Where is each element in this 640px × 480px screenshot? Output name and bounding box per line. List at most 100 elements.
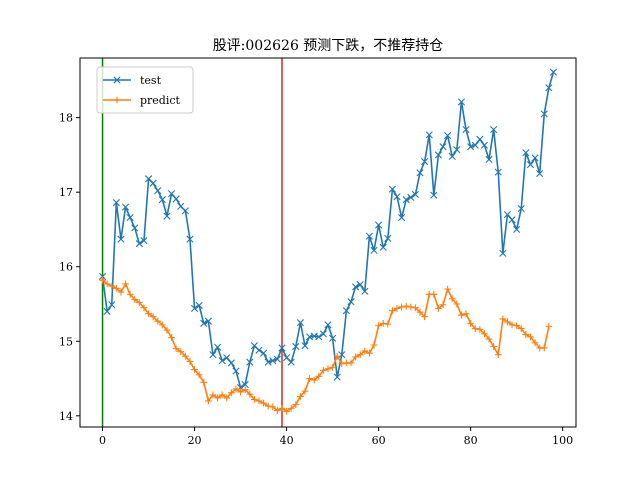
point-predict-70 <box>421 313 429 321</box>
point-predict-62 <box>384 320 392 328</box>
point-predict-25 <box>214 394 221 402</box>
point-test-48 <box>319 330 327 338</box>
point-test-35 <box>259 349 268 357</box>
point-predict-34 <box>255 397 263 405</box>
legend-box <box>96 66 194 114</box>
point-test-80 <box>467 143 475 151</box>
point-test-26 <box>218 357 226 365</box>
point-test-91 <box>517 204 525 213</box>
point-predict-44 <box>301 387 309 395</box>
point-predict-81 <box>471 325 479 332</box>
point-test-31 <box>241 380 249 389</box>
point-test-60 <box>375 221 383 229</box>
point-test-97 <box>545 84 553 92</box>
point-test-28 <box>227 359 235 367</box>
y-tick-label-17: 17 <box>59 186 73 199</box>
x-tick-label-0: 0 <box>99 434 106 447</box>
point-test-19 <box>186 235 194 243</box>
point-test-72 <box>430 191 438 199</box>
point-test-89 <box>508 216 516 224</box>
point-test-8 <box>135 240 143 248</box>
legend-marker-test <box>113 76 121 84</box>
point-predict-72 <box>430 290 438 298</box>
point-test-79 <box>462 125 470 134</box>
point-predict-68 <box>412 304 419 312</box>
point-test-92 <box>522 149 530 157</box>
point-predict-96 <box>540 344 548 352</box>
point-predict-37 <box>269 403 277 411</box>
point-test-44 <box>301 342 309 350</box>
y-tick-label-18: 18 <box>59 112 73 125</box>
point-test-70 <box>421 158 429 166</box>
x-axis: 0 20 40 60 80 100 <box>99 427 573 447</box>
point-predict-45 <box>306 375 313 382</box>
series-markers-test <box>98 68 558 392</box>
point-test-57 <box>361 287 369 295</box>
point-predict-64 <box>393 305 401 312</box>
y-tick-label-14: 14 <box>59 410 73 423</box>
point-predict-69 <box>416 308 424 316</box>
point-test-96 <box>540 110 548 118</box>
point-test-41 <box>287 358 295 366</box>
point-predict-82 <box>476 325 484 333</box>
point-predict-49 <box>324 365 332 373</box>
point-predict-2 <box>108 282 116 290</box>
point-predict-65 <box>398 303 406 311</box>
point-predict-17 <box>177 348 185 356</box>
point-predict-42 <box>292 401 300 409</box>
point-predict-16 <box>172 345 180 353</box>
point-test-98 <box>549 68 558 76</box>
point-test-22 <box>200 319 208 327</box>
point-predict-41 <box>287 404 295 412</box>
point-test-51 <box>333 373 341 381</box>
point-predict-3 <box>112 284 120 292</box>
point-test-42 <box>292 342 300 351</box>
point-predict-93 <box>527 333 534 341</box>
point-predict-56 <box>356 351 364 359</box>
point-test-93 <box>526 161 535 169</box>
point-test-61 <box>379 243 387 251</box>
point-predict-27 <box>223 394 231 402</box>
point-test-5 <box>121 203 130 211</box>
point-test-9 <box>140 237 148 245</box>
point-test-20 <box>190 304 199 313</box>
point-test-3 <box>112 199 120 207</box>
point-test-78 <box>457 98 466 106</box>
point-predict-31 <box>241 386 249 394</box>
point-test-64 <box>393 193 401 201</box>
x-tick-label-40: 40 <box>280 434 294 447</box>
series-markers-predict <box>99 276 553 415</box>
point-predict-52 <box>338 360 346 368</box>
point-predict-80 <box>467 319 475 327</box>
point-predict-20 <box>191 366 198 373</box>
point-test-71 <box>425 131 433 139</box>
x-tick-label-100: 100 <box>552 434 573 447</box>
point-predict-24 <box>209 391 217 399</box>
point-test-29 <box>232 367 240 375</box>
point-test-75 <box>444 131 452 140</box>
point-predict-30 <box>237 388 244 396</box>
point-predict-91 <box>517 325 525 332</box>
point-test-18 <box>181 207 189 215</box>
point-test-87 <box>499 249 507 257</box>
legend-label-predict: predict <box>140 94 181 107</box>
point-predict-66 <box>402 302 410 310</box>
point-test-82 <box>476 135 484 143</box>
point-predict-12 <box>154 317 162 325</box>
point-test-47 <box>315 333 323 341</box>
point-predict-14 <box>163 326 171 334</box>
point-predict-29 <box>232 385 240 393</box>
point-predict-76 <box>448 295 456 303</box>
x-tick-label-80: 80 <box>464 434 478 447</box>
point-predict-73 <box>435 305 442 312</box>
point-predict-15 <box>168 334 175 341</box>
point-predict-18 <box>181 352 189 360</box>
point-predict-26 <box>218 391 226 399</box>
point-predict-58 <box>366 349 373 357</box>
point-predict-83 <box>481 330 488 338</box>
point-test-84 <box>485 155 493 163</box>
point-test-49 <box>324 321 332 329</box>
point-predict-92 <box>522 331 530 338</box>
vertical-markers <box>101 58 283 427</box>
point-test-66 <box>402 196 410 204</box>
